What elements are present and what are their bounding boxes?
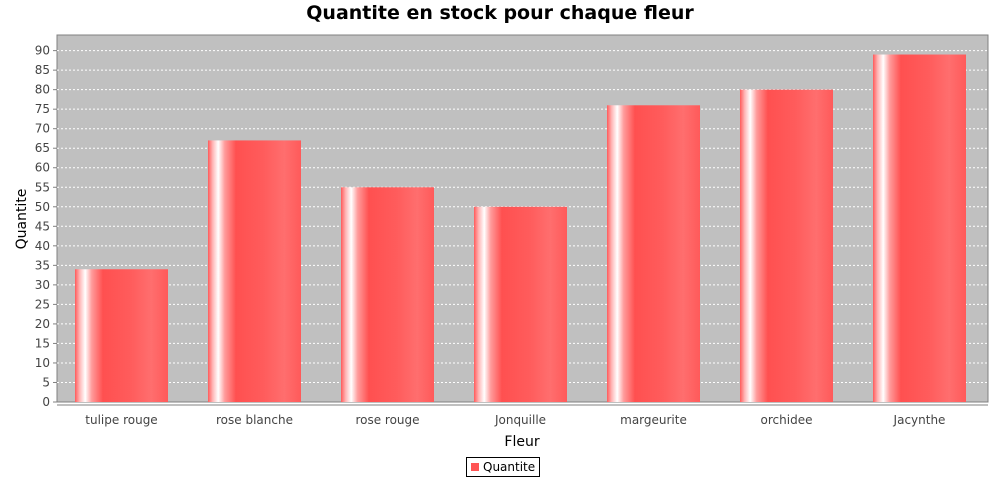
y-tick-label: 80: [35, 83, 50, 97]
y-tick-label: 65: [35, 141, 50, 155]
y-axis-label: Quantite: [14, 189, 30, 250]
y-tick-label: 70: [35, 122, 50, 136]
bar: [873, 54, 966, 403]
y-tick-label: 75: [35, 102, 50, 116]
y-tick-label: 85: [35, 63, 50, 77]
y-tick-label: 60: [35, 161, 50, 175]
bar: [75, 269, 168, 402]
x-axis-label: Fleur: [504, 434, 539, 450]
x-tick-label: rose blanche: [216, 413, 293, 427]
x-tick-label: Jonquille: [494, 413, 546, 427]
x-tick-label: tulipe rouge: [85, 413, 157, 427]
x-tick-label: rose rouge: [355, 413, 419, 427]
y-tick-label: 15: [35, 336, 50, 350]
y-tick-label: 50: [35, 200, 50, 214]
x-tick-label: orchidee: [761, 413, 813, 427]
y-tick-label: 25: [35, 297, 50, 311]
bar: [474, 206, 567, 402]
bar: [607, 105, 700, 402]
x-tick-label: margeurite: [620, 413, 687, 427]
bar: [341, 187, 434, 402]
y-tick-label: 40: [35, 239, 50, 253]
y-tick-label: 20: [35, 317, 50, 331]
legend: Quantite: [466, 457, 541, 477]
y-tick-label: 45: [35, 219, 50, 233]
y-tick-label: 10: [35, 356, 50, 370]
x-tick-label: Jacynthe: [893, 413, 946, 427]
y-tick-label: 55: [35, 180, 50, 194]
y-tick-label: 5: [42, 375, 50, 389]
y-tick-label: 30: [35, 278, 50, 292]
legend-swatch: [471, 463, 479, 471]
bar: [208, 140, 301, 402]
y-tick-label: 35: [35, 258, 50, 272]
chart-title: Quantite en stock pour chaque fleur: [306, 2, 694, 24]
legend-label: Quantite: [483, 460, 536, 474]
y-tick-label: 90: [35, 44, 50, 58]
y-tick-label: 0: [42, 395, 50, 409]
bar: [740, 89, 833, 402]
